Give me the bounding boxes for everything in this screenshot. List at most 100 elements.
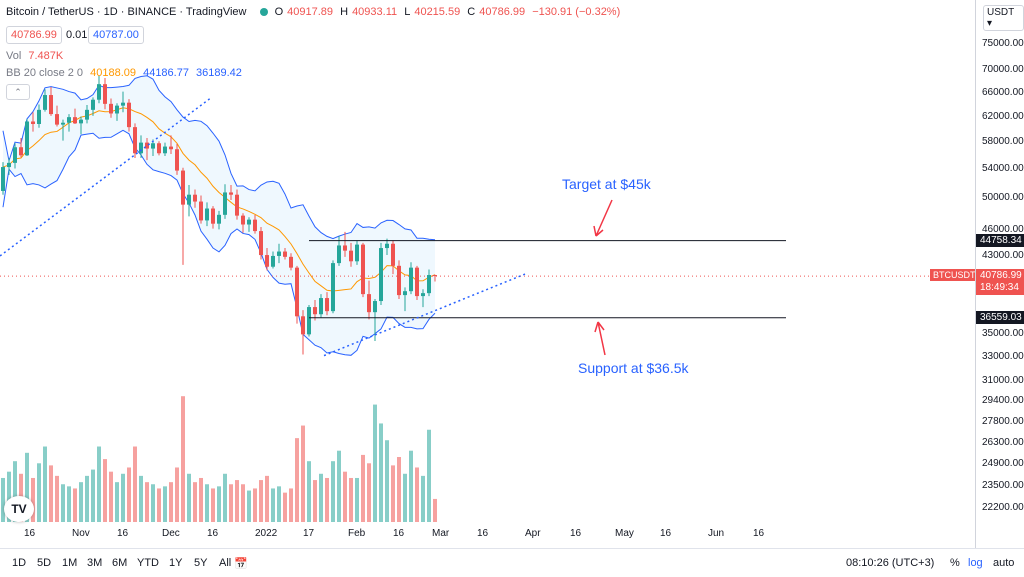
volume-bar <box>319 473 323 522</box>
candle-body <box>109 103 113 114</box>
close-label: C <box>467 6 476 18</box>
candle-body <box>61 122 65 125</box>
price-chart[interactable] <box>0 0 975 548</box>
countdown-value: 18:49:34 <box>980 282 1019 294</box>
volume-legend[interactable]: Vol 7.487K <box>6 50 67 62</box>
volume-bar <box>37 463 41 522</box>
timeframe-button[interactable]: 1M <box>62 557 78 569</box>
candle-body <box>259 231 263 256</box>
volume-bar <box>181 396 185 522</box>
timeframe-button[interactable]: 6M <box>112 557 128 569</box>
volume-bar <box>55 475 59 522</box>
price-tick-label: 54000.00 <box>982 163 1024 175</box>
volume-bar <box>427 429 431 522</box>
clock[interactable]: 08:10:26 (UTC+3) <box>846 557 935 569</box>
candle-body <box>19 147 23 156</box>
volume-bar <box>205 484 209 522</box>
candle-body <box>1 167 5 191</box>
close-value: 40786.99 <box>479 6 526 18</box>
candle-body <box>373 301 377 313</box>
date-range-icon[interactable]: 📅 <box>234 558 248 570</box>
open-label: O <box>274 6 284 18</box>
candle-body <box>301 316 305 335</box>
timeframe-button[interactable]: 3M <box>87 557 103 569</box>
spread-value: 0.01 <box>66 29 88 41</box>
auto-toggle[interactable]: auto <box>993 557 1015 569</box>
timeframe-button[interactable]: 5D <box>37 557 52 569</box>
volume-bar <box>403 473 407 522</box>
volume-bar <box>265 475 269 522</box>
time-axis[interactable]: 16 Nov 16 Dec 16 2022 17 Feb 16 Mar 16 Apr 16 May 16 Ju… <box>0 522 975 548</box>
bollinger-legend[interactable]: BB 20 close 2 0 40188.09 44186.77 36189.… <box>6 67 246 79</box>
candle-body <box>349 250 353 262</box>
buy-button[interactable]: 40787.00 <box>88 26 144 44</box>
price-tick-label: 50000.00 <box>982 192 1024 204</box>
chart-area[interactable]: Bitcoin / TetherUS · 1D · BINANCE · Trad… <box>0 0 975 548</box>
candle-body <box>55 114 59 125</box>
candle-body <box>151 143 155 149</box>
time-tick-label: 17 <box>303 528 315 539</box>
candle-body <box>307 307 311 335</box>
candle-body <box>385 243 389 249</box>
candle-body <box>337 245 341 264</box>
volume-bar <box>43 446 47 522</box>
candle-body <box>49 95 53 115</box>
last-price-tag: 40786.99 18:49:34 <box>976 269 1024 296</box>
volume-bar <box>385 440 389 522</box>
candle-body <box>253 219 257 232</box>
candle-body <box>133 127 137 154</box>
chevron-down-icon: ▾ <box>987 18 993 29</box>
volume-bar <box>157 488 161 522</box>
level-low-tag: 36559.03 <box>976 310 1024 324</box>
log-toggle[interactable]: log <box>968 557 983 569</box>
timeframe-button[interactable]: 5Y <box>194 557 208 569</box>
time-tick-label: 16 <box>570 528 582 539</box>
volume-bar <box>415 467 419 522</box>
timeframe-button[interactable]: All <box>219 557 232 569</box>
price-tick-label: 26300.00 <box>982 437 1024 449</box>
support-arrow <box>594 321 606 356</box>
candle-body <box>367 294 371 313</box>
candle-body <box>343 245 347 251</box>
volume-bar <box>331 461 335 522</box>
timeframe-button[interactable]: 1Y <box>169 557 183 569</box>
tradingview-logo[interactable]: TV <box>4 496 34 522</box>
candle-body <box>409 267 413 292</box>
volume-bar <box>337 450 341 522</box>
candle-body <box>205 208 209 221</box>
candle-body <box>13 147 17 163</box>
volume-bar <box>211 488 215 522</box>
target-annotation: Target at $45k <box>562 176 651 192</box>
volume-bar <box>163 486 167 522</box>
currency-selector[interactable]: USDT ▾ <box>983 5 1024 31</box>
volume-bar <box>289 488 293 522</box>
candle-body <box>241 215 245 225</box>
sell-button[interactable]: 40786.99 <box>6 26 62 44</box>
time-tick-label: Nov <box>72 528 90 539</box>
candle-body <box>187 194 191 205</box>
timeframe-button[interactable]: 1D <box>12 557 27 569</box>
timeframe-button[interactable]: YTD <box>137 557 159 569</box>
volume-bar <box>349 477 353 522</box>
candle-body <box>325 298 329 312</box>
volume-value: 7.487K <box>28 50 64 62</box>
bollinger-lower-line <box>2 129 436 356</box>
volume-bar <box>409 450 413 522</box>
volume-bar <box>367 463 371 522</box>
volume-bar <box>139 475 143 522</box>
volume-bar <box>235 480 239 522</box>
candle-body <box>85 109 89 120</box>
candle-body <box>355 244 359 262</box>
volume-bar <box>79 482 83 522</box>
price-tick-label: 24900.00 <box>982 458 1024 470</box>
volume-bar <box>187 473 191 522</box>
symbol-title[interactable]: Bitcoin / TetherUS · 1D · BINANCE · Trad… <box>6 6 247 18</box>
collapse-legend-button[interactable]: ⌃ <box>6 84 30 100</box>
volume-bar <box>271 488 275 522</box>
percent-toggle[interactable]: % <box>950 557 960 569</box>
volume-bar <box>307 461 311 522</box>
volume-bar <box>145 482 149 522</box>
time-tick-label: 16 <box>477 528 489 539</box>
candle-body <box>115 105 119 114</box>
candle-body <box>421 293 425 297</box>
